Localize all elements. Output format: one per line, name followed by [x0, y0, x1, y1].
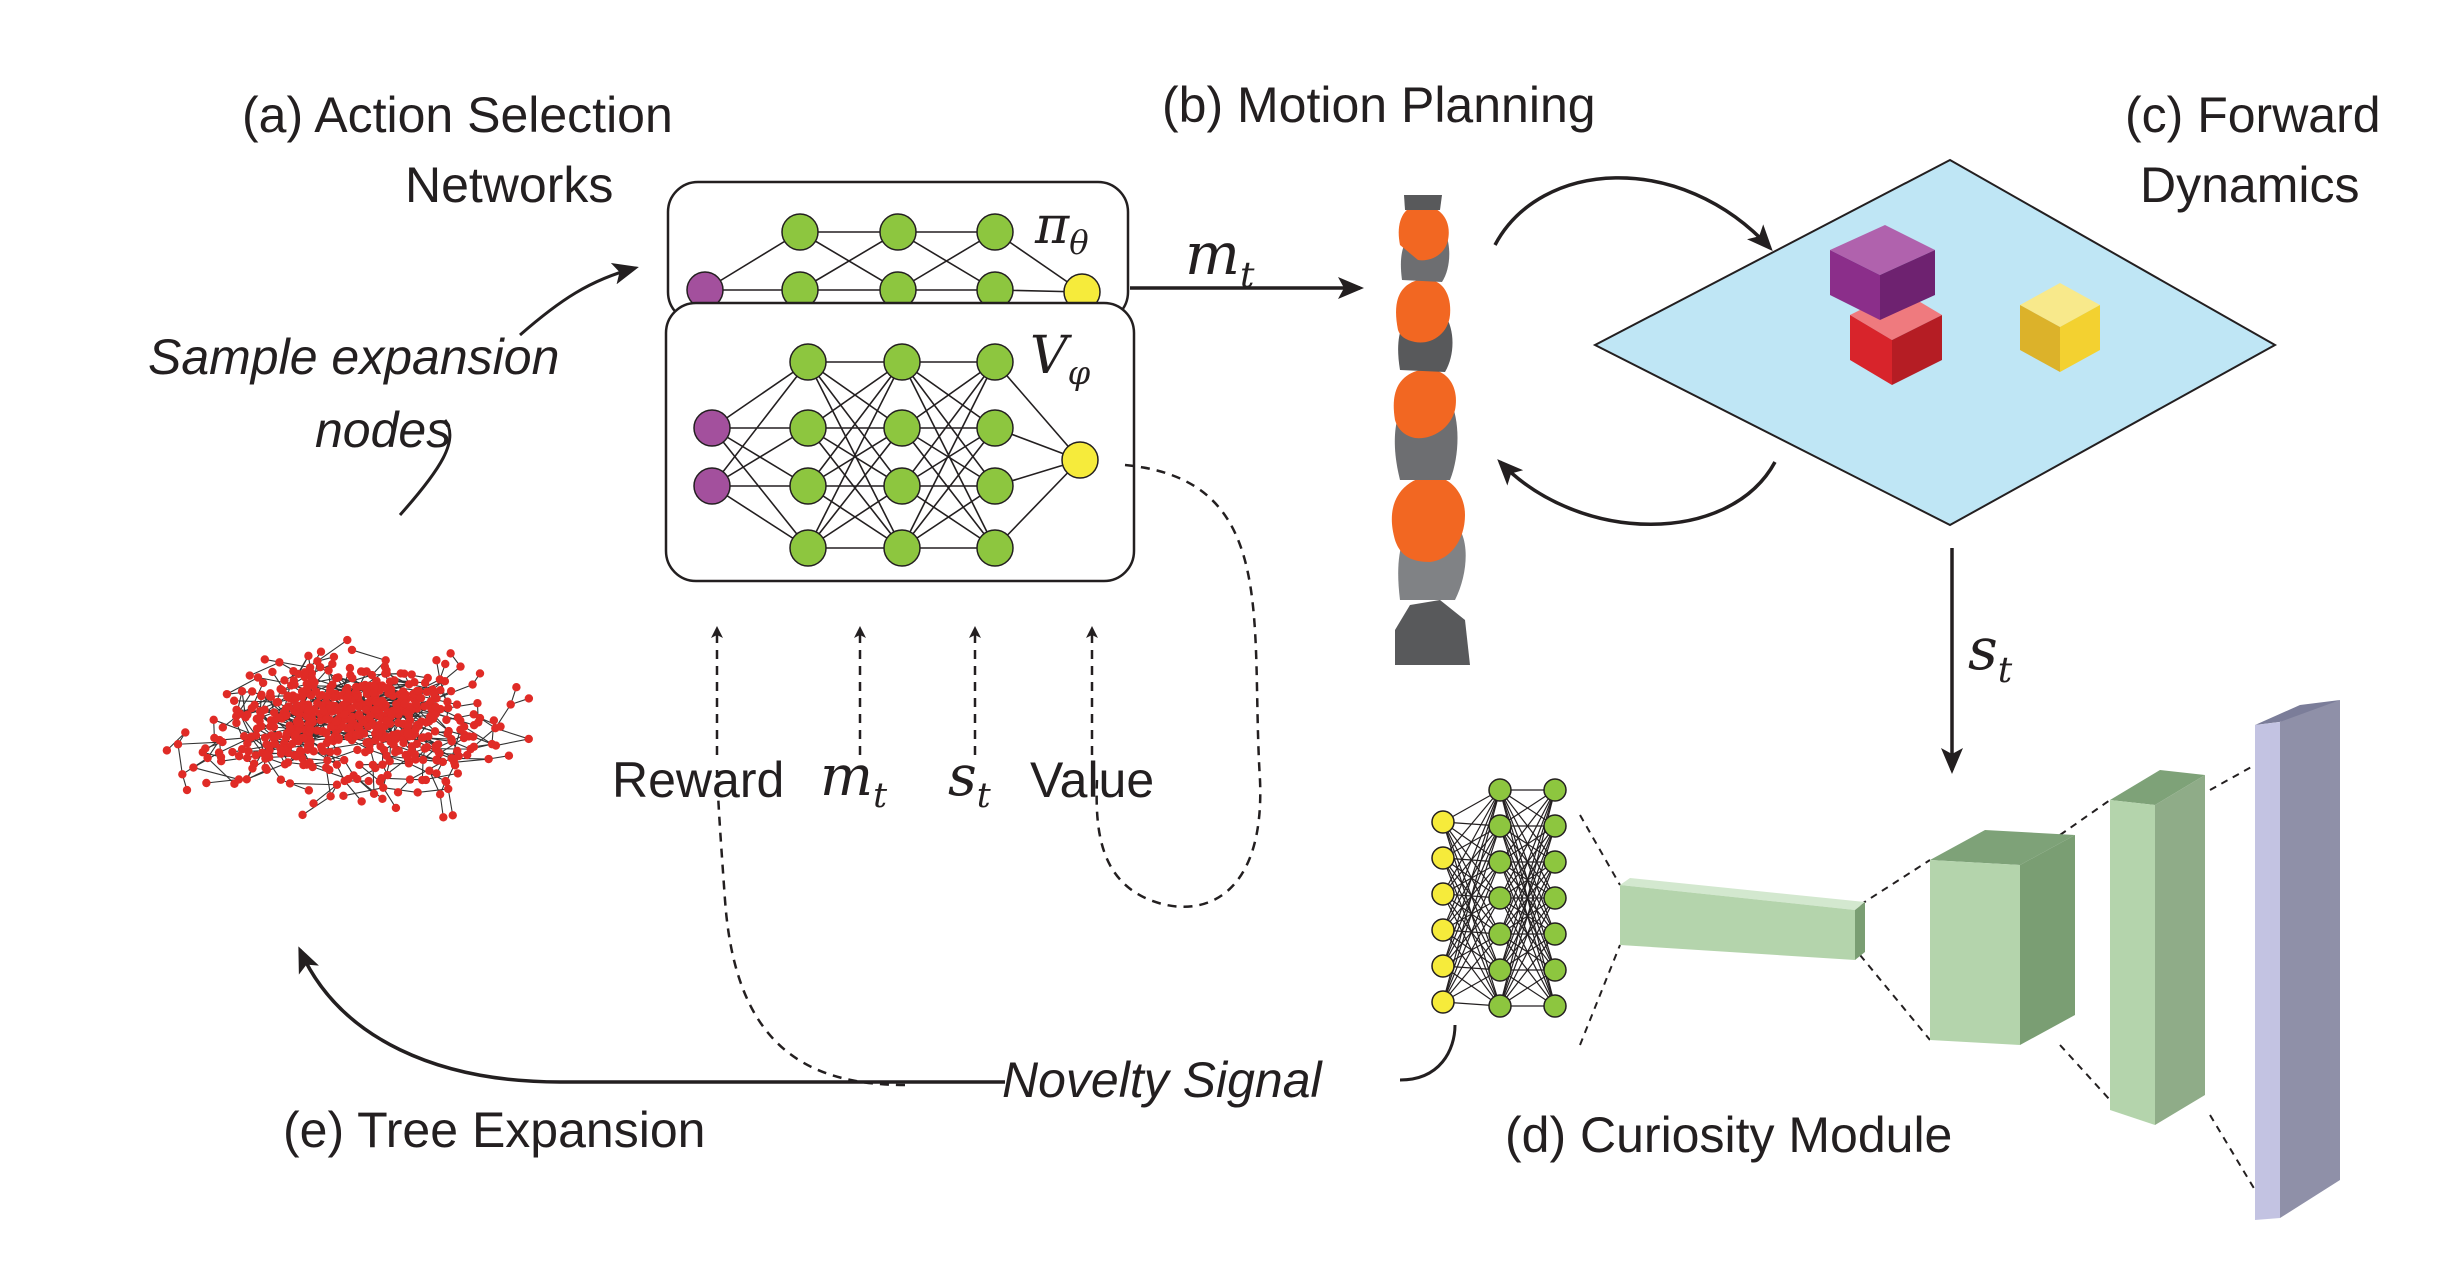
curiosity-node: [1431, 954, 1455, 978]
expansion-tree-graph: [162, 635, 534, 822]
curiosity-layers: [1620, 700, 2340, 1220]
curiosity-node: [1431, 882, 1455, 906]
value-node: [883, 343, 921, 381]
input-s: s: [948, 744, 977, 809]
policy-node: [976, 213, 1014, 251]
panel-c-title-line2: Dynamics: [2140, 157, 2360, 213]
curiosity-node: [1488, 886, 1512, 910]
value-node: [1061, 441, 1099, 479]
value-node: [693, 409, 731, 447]
value-symbol: Vφ: [1030, 330, 1090, 389]
input-value: Value: [1030, 752, 1155, 808]
layer-connectors: [1579, 764, 2256, 1191]
policy-symbol: πθ: [1035, 200, 1089, 259]
policy-pi: π: [1035, 196, 1070, 256]
input-mt: mt: [820, 748, 887, 814]
policy-node: [879, 213, 917, 251]
value-node: [883, 467, 921, 505]
value-node: [789, 529, 827, 567]
value-node: [789, 467, 827, 505]
panel-c-title-line1: (c) Forward: [2125, 87, 2381, 143]
input-st: st: [948, 748, 991, 814]
curiosity-node: [1431, 990, 1455, 1014]
value-node: [976, 409, 1014, 447]
value-node: [789, 409, 827, 447]
novelty-connector: [1399, 1024, 1457, 1082]
panel-b-title: (b) Motion Planning: [1162, 77, 1596, 133]
value-node: [976, 467, 1014, 505]
curiosity-node: [1431, 846, 1455, 870]
panel-a-title-line2: Networks: [405, 157, 614, 213]
st-arrow-s: s: [1968, 615, 1998, 683]
curiosity-node: [1543, 778, 1567, 802]
sample-arrow: [398, 419, 452, 516]
curiosity-node: [1431, 918, 1455, 942]
mt-arrow-m: m: [1185, 220, 1240, 288]
mt-arrow-t: t: [1240, 254, 1255, 296]
value-node: [976, 529, 1014, 567]
novelty-arrow: [298, 946, 1005, 1084]
policy-node: [781, 213, 819, 251]
curiosity-node: [1543, 886, 1567, 910]
policy-theta: θ: [1069, 224, 1089, 263]
curiosity-node: [1543, 994, 1567, 1018]
st-arrow-t: t: [1997, 649, 2013, 691]
input-m: m: [820, 744, 874, 809]
st-arrow-label: st: [1968, 620, 2012, 688]
policy-network: [666, 180, 1130, 324]
sample-arrow-top: [519, 263, 639, 337]
novelty-signal-label: Novelty Signal: [1002, 1052, 1322, 1108]
curve-arrow-top: [1493, 176, 1773, 251]
value-node: [883, 529, 921, 567]
mt-arrow-label: mt: [1185, 225, 1254, 293]
value-v: V: [1030, 326, 1068, 386]
value-network: [664, 301, 1136, 583]
value-phi: φ: [1067, 354, 1091, 393]
panel-a-title-line1: (a) Action Selection: [242, 87, 673, 143]
curiosity-node: [1488, 814, 1512, 838]
curiosity-network: [1431, 778, 1567, 1018]
value-node: [789, 343, 827, 381]
value-node: [976, 343, 1014, 381]
value-node: [693, 467, 731, 505]
value-node: [883, 409, 921, 447]
curiosity-node: [1488, 922, 1512, 946]
sample-expansion-line2: nodes: [315, 402, 452, 458]
input-m-t: t: [873, 776, 888, 817]
curiosity-node: [1488, 994, 1512, 1018]
input-arrows: [711, 463, 1262, 1087]
curiosity-node: [1543, 922, 1567, 946]
curiosity-node: [1543, 958, 1567, 982]
forward-dynamics-scene: [1592, 158, 2278, 527]
sample-expansion-line1: Sample expansion: [148, 329, 560, 385]
curiosity-node: [1543, 814, 1567, 838]
curiosity-node: [1543, 850, 1567, 874]
input-reward: Reward: [612, 752, 785, 808]
curve-arrow-bottom: [1497, 459, 1777, 526]
curiosity-node: [1431, 810, 1455, 834]
curiosity-node: [1488, 850, 1512, 874]
curiosity-node: [1488, 958, 1512, 982]
input-s-t: t: [976, 776, 991, 817]
panel-e-title: (e) Tree Expansion: [283, 1102, 706, 1158]
curiosity-node: [1488, 778, 1512, 802]
robot-arm: [1391, 195, 1470, 665]
panel-d-title: (d) Curiosity Module: [1505, 1107, 1953, 1163]
